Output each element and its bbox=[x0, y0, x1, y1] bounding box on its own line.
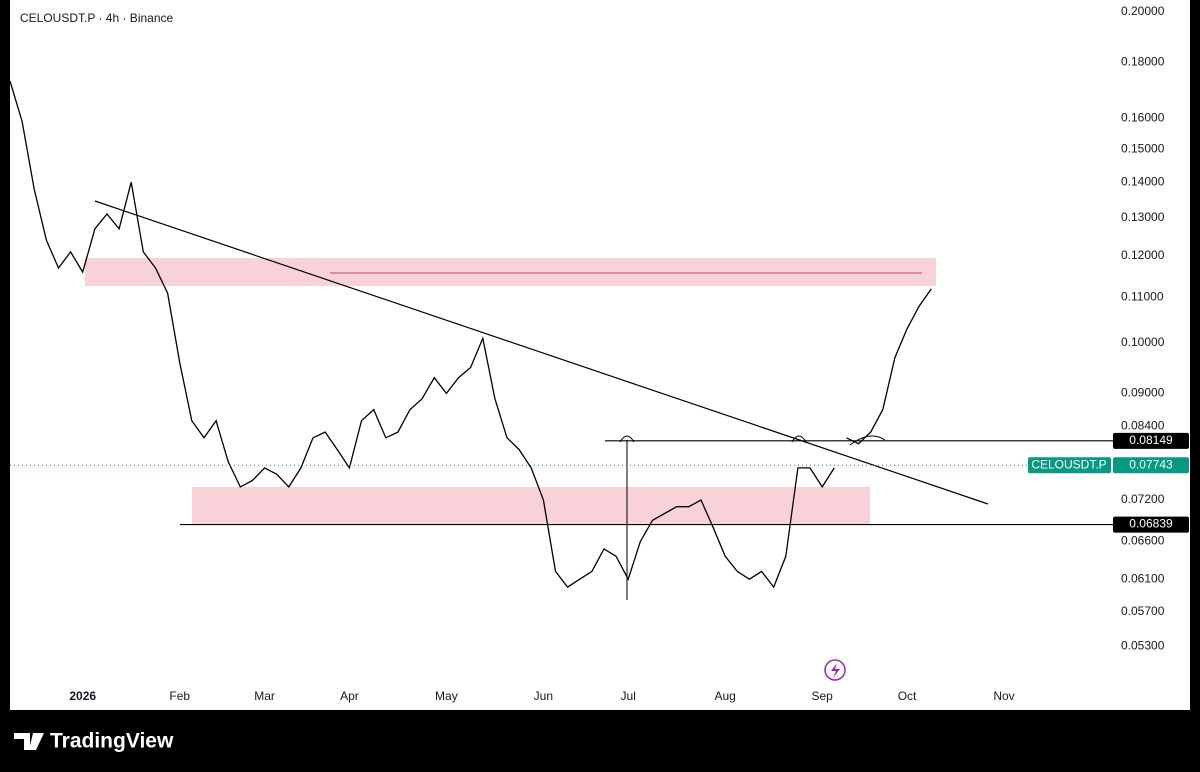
y-tick-label: 0.14000 bbox=[1121, 174, 1165, 188]
x-tick-label: Sep bbox=[811, 689, 833, 703]
alert-icon[interactable] bbox=[824, 659, 846, 681]
y-tick-label: 0.13000 bbox=[1121, 210, 1165, 224]
brand-logo bbox=[14, 733, 44, 750]
chart-area bbox=[10, 0, 1190, 710]
level-label: 0.06839 bbox=[1129, 517, 1173, 531]
resistance-zone bbox=[85, 258, 936, 286]
y-tick-label: 0.05700 bbox=[1121, 604, 1165, 618]
level-tag bbox=[1113, 516, 1189, 533]
y-tick-label: 0.09000 bbox=[1121, 386, 1165, 400]
arc bbox=[849, 435, 886, 446]
level-tag bbox=[1113, 432, 1189, 449]
price-tag bbox=[1113, 457, 1189, 474]
price-line bbox=[9, 80, 835, 589]
x-tick-label: Jul bbox=[621, 689, 636, 703]
y-tick-label: 0.20000 bbox=[1121, 4, 1165, 18]
projection-line bbox=[846, 288, 932, 445]
price-label: 0.07743 bbox=[1129, 457, 1173, 471]
brand: TradingView bbox=[50, 730, 174, 753]
chart-title: CELOUSDT.P · 4h · Binance bbox=[20, 11, 174, 25]
y-tick-label: 0.05300 bbox=[1121, 639, 1165, 653]
x-tick-label: Oct bbox=[898, 689, 917, 703]
y-tick-label: 0.16000 bbox=[1121, 111, 1165, 125]
y-tick-label: 0.11000 bbox=[1121, 290, 1164, 304]
symbol-label: CELOUSDT.P bbox=[1031, 457, 1106, 471]
x-tick-label: May bbox=[435, 689, 458, 703]
y-tick-label: 0.06600 bbox=[1121, 534, 1165, 548]
support-zone bbox=[192, 487, 870, 525]
x-tick-label: Jun bbox=[534, 689, 553, 703]
y-tick-label: 0.12000 bbox=[1121, 248, 1165, 262]
x-tick-label: 2026 bbox=[69, 689, 96, 703]
y-tick-label: 0.15000 bbox=[1121, 141, 1165, 155]
y-tick-label: 0.06100 bbox=[1121, 571, 1165, 585]
trend-line bbox=[94, 200, 989, 505]
x-tick-label: Aug bbox=[715, 689, 736, 703]
x-tick-label: Mar bbox=[254, 689, 275, 703]
y-tick-label: 0.08400 bbox=[1121, 419, 1165, 433]
x-tick-label: Feb bbox=[169, 689, 190, 703]
x-tick-label: Apr bbox=[340, 689, 359, 703]
x-tick-label: Nov bbox=[993, 689, 1014, 703]
symbol-tag bbox=[1028, 457, 1111, 474]
y-tick-label: 0.07200 bbox=[1121, 492, 1165, 506]
y-tick-label: 0.10000 bbox=[1121, 335, 1165, 349]
alert-bolt bbox=[831, 663, 840, 678]
level-label: 0.08149 bbox=[1129, 433, 1173, 447]
y-tick-label: 0.18000 bbox=[1121, 54, 1165, 68]
